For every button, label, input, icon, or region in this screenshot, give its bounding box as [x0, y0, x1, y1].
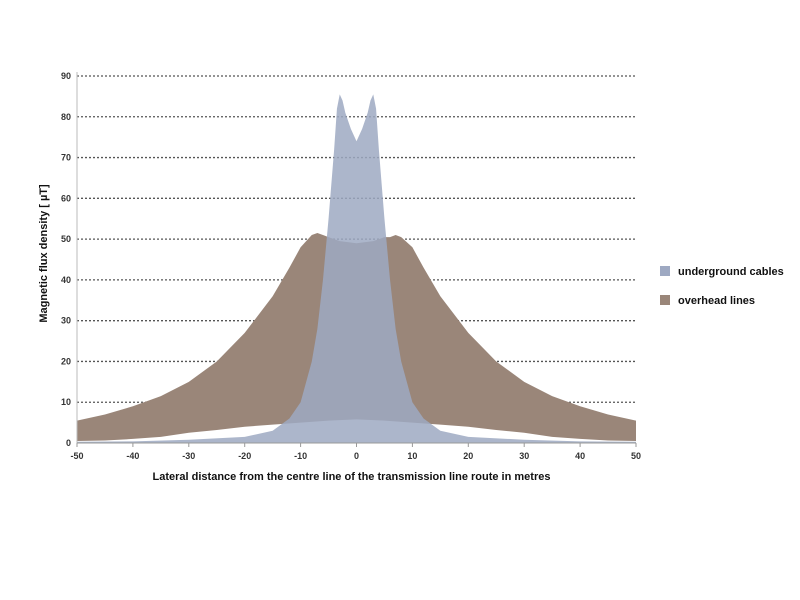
legend-swatch: [660, 266, 670, 276]
y-tick-label: 30: [61, 316, 71, 326]
y-tick-label: 70: [61, 153, 71, 163]
x-axis-title: Lateral distance from the centre line of…: [153, 471, 551, 483]
x-tick-label: -50: [70, 451, 83, 461]
x-tick-label: 40: [575, 451, 585, 461]
y-tick-label: 40: [61, 275, 71, 285]
x-tick-label: -20: [238, 451, 251, 461]
x-tick-label: 10: [407, 451, 417, 461]
series-area-underground-cables: [77, 94, 636, 443]
y-tick-label: 10: [61, 397, 71, 407]
x-tick-label: -30: [182, 451, 195, 461]
x-tick-label: 20: [463, 451, 473, 461]
legend-label: underground cables: [678, 266, 784, 278]
legend-swatch: [660, 295, 670, 305]
y-axis-title: Magnetic flux density [ µT]: [38, 184, 50, 323]
y-tick-label: 0: [66, 438, 71, 448]
y-tick-label: 80: [61, 112, 71, 122]
y-tick-label: 90: [61, 71, 71, 81]
x-tick-label: -10: [294, 451, 307, 461]
plot-areas: [77, 94, 636, 443]
y-tick-label: 50: [61, 234, 71, 244]
grid: [77, 75, 636, 403]
x-tick-label: 30: [519, 451, 529, 461]
x-tick-label: -40: [126, 451, 139, 461]
legend-label: overhead lines: [678, 295, 755, 307]
y-tick-label: 60: [61, 193, 71, 203]
x-tick-label: 0: [354, 451, 359, 461]
axes: 0 10 20 30 40 50 60 70 80 90 -50 -40 -30 -20 -10 0 10 20 3…: [61, 71, 641, 461]
x-tick-label: 50: [631, 451, 641, 461]
legend: underground cables overhead lines: [660, 266, 784, 307]
y-tick-label: 20: [61, 356, 71, 366]
